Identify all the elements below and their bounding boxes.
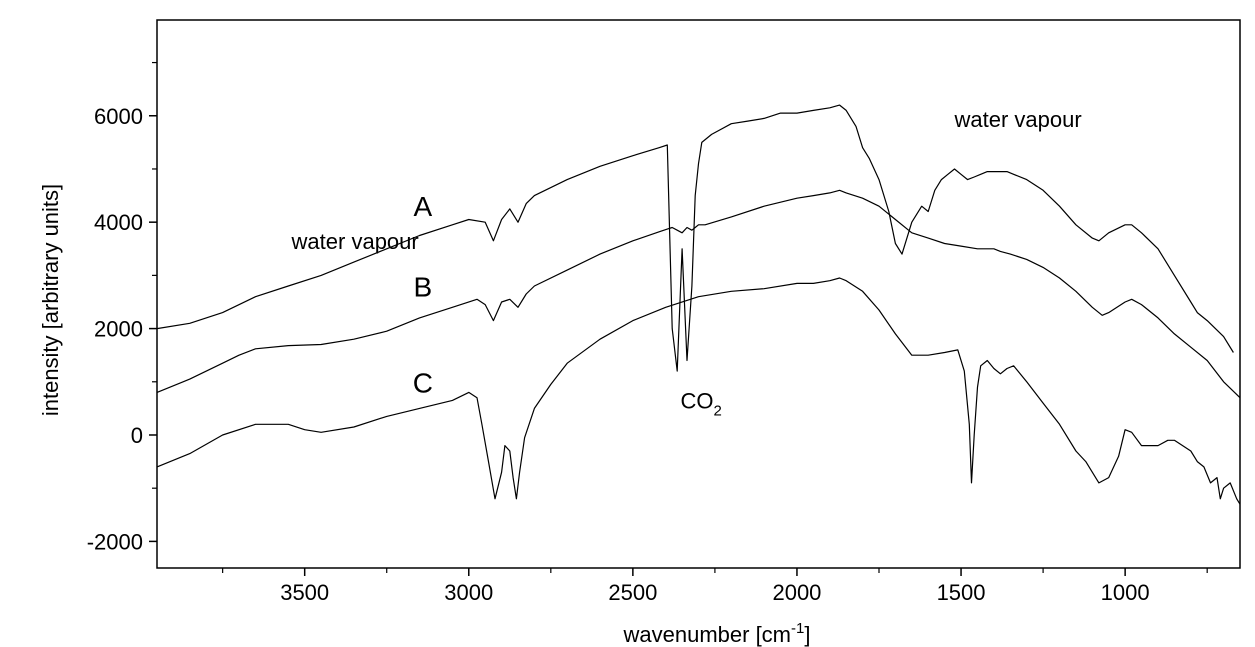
x-axis-title: wavenumber [cm-1] — [623, 620, 811, 647]
x-tick-label-5: 1000 — [1101, 580, 1150, 605]
y-axis-title: intensity [arbitrary units] — [38, 184, 63, 416]
x-tick-label-4: 1500 — [937, 580, 986, 605]
x-axis-title-end: ] — [804, 622, 810, 647]
x-axis-title-sup: -1 — [791, 620, 804, 637]
x-axis: 3500 3000 2500 2000 1500 1000 — [222, 568, 1208, 605]
x-tick-label-2: 2500 — [608, 580, 657, 605]
y-tick-label-4: 6000 — [94, 104, 143, 129]
series-a-line — [156, 104, 1234, 372]
y-tick-label-3: 4000 — [94, 210, 143, 235]
x-tick-label-1: 3000 — [444, 580, 493, 605]
annotation-1: water vapour — [953, 107, 1081, 132]
series-label-c: C — [413, 367, 433, 398]
series-label-b: B — [413, 272, 432, 303]
y-tick-label-0: -2000 — [87, 529, 143, 554]
x-tick-label-0: 3500 — [280, 580, 329, 605]
y-axis: -2000 0 2000 4000 6000 — [87, 61, 157, 554]
spectrum-traces — [156, 104, 1241, 505]
annotation-2: CO2 — [680, 388, 721, 419]
annotation-2-subscript: 2 — [713, 402, 721, 419]
y-tick-label-2: 2000 — [94, 317, 143, 342]
x-axis-title-main: wavenumber [cm — [623, 622, 792, 647]
series-b-line — [156, 189, 1241, 399]
series-label-a: A — [413, 191, 432, 222]
x-tick-label-3: 2000 — [772, 580, 821, 605]
series-c-line — [156, 277, 1241, 505]
y-tick-label-1: 0 — [131, 423, 143, 448]
annotation-0: water vapour — [291, 229, 419, 254]
plot-frame — [156, 19, 1241, 569]
